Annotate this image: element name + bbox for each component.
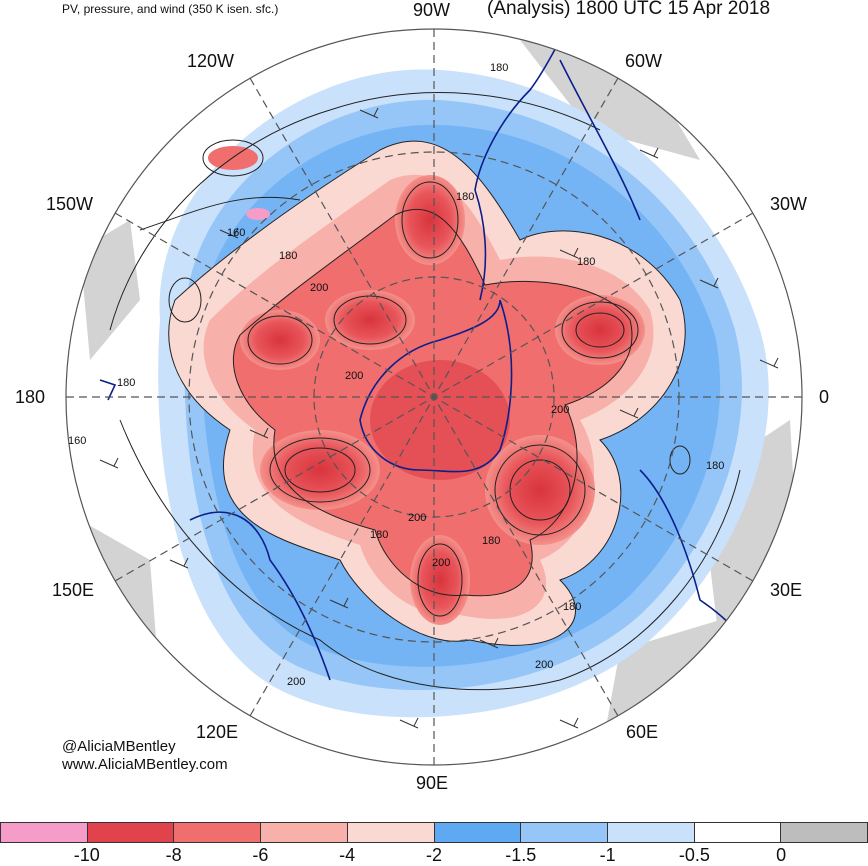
pv-colorbar (0, 822, 868, 843)
lon-label-30w: 30W (770, 194, 808, 214)
colorbar-tick-label: -1.5 (505, 845, 537, 865)
contour-label: 200 (345, 370, 363, 382)
coastlines (99, 29, 781, 701)
colorbar-tick-label: -10 (73, 845, 100, 865)
contour-label: 200 (287, 676, 305, 688)
graticule (66, 29, 802, 765)
lon-label-150e: 150E (52, 580, 95, 600)
colorbar-swatch (694, 822, 782, 843)
colorbar-swatch (607, 822, 695, 843)
contour-label: 180 (482, 535, 500, 547)
map-subtitle: PV, pressure, and wind (350 K isen. sfc.… (62, 2, 279, 16)
credit-handle: @AliciaMBentley (62, 738, 176, 755)
colorbar-swatch (87, 822, 175, 843)
contour-label: 160 (68, 435, 86, 447)
contour-label: 180 (577, 256, 595, 268)
lon-label-120w: 120W (187, 51, 235, 71)
colorbar-swatch (261, 822, 348, 843)
contour-label: 180 (117, 377, 135, 389)
colorbar-swatch (174, 822, 262, 843)
contour-label: 180 (370, 529, 388, 541)
colorbar-tick-label: -8 (165, 845, 182, 865)
lon-label-60e: 60E (626, 722, 659, 742)
lon-label-30e: 30E (770, 580, 803, 600)
contour-label: 200 (432, 557, 450, 569)
colorbar-swatch (434, 822, 522, 843)
lon-label-0: 0 (819, 387, 830, 407)
colorbar-tick-label: -1 (599, 845, 616, 865)
contour-label: 180 (490, 62, 508, 74)
polar-map: 180 180 160 180 200 200 180 200 200 180 … (65, 28, 803, 766)
contour-label: 160 (227, 227, 245, 239)
lon-label-150w: 150W (46, 194, 94, 214)
colorbar-swatch (781, 822, 868, 843)
contour-label: 180 (279, 250, 297, 262)
contour-label: 200 (310, 282, 328, 294)
lon-label-120e: 120E (196, 722, 239, 742)
lon-label-90w: 90W (413, 0, 451, 20)
contour-label: 180 (706, 460, 724, 472)
colorbar-tick-label: -0.5 (678, 845, 710, 865)
colorbar-tick-label: 0 (776, 845, 787, 865)
contour-label: 200 (551, 404, 569, 416)
colorbar-swatch (347, 822, 435, 843)
colorbar-tick-label: -2 (425, 845, 443, 865)
lon-label-180: 180 (15, 387, 46, 407)
contour-value-labels: 180 180 160 180 200 200 180 200 200 180 … (68, 62, 724, 688)
contour-label: 180 (563, 601, 581, 613)
map-title: (Analysis) 1800 UTC 15 Apr 2018 (487, 0, 771, 19)
colorbar-swatch (521, 822, 608, 843)
map-boundary (65, 28, 803, 766)
colorbar-tick-label: -6 (252, 845, 269, 865)
pressure-contours (109, 92, 741, 691)
colorbar-swatch (0, 822, 88, 843)
contour-label: 200 (535, 659, 553, 671)
contour-label: 180 (456, 191, 474, 203)
colorbar-tick-label: -4 (339, 845, 356, 865)
wind-barbs (99, 107, 779, 729)
lon-label-90e: 90E (416, 773, 449, 793)
credit-website: www.AliciaMBentley.com (62, 756, 228, 773)
lon-label-60w: 60W (625, 51, 663, 71)
contour-label: 200 (408, 512, 426, 524)
